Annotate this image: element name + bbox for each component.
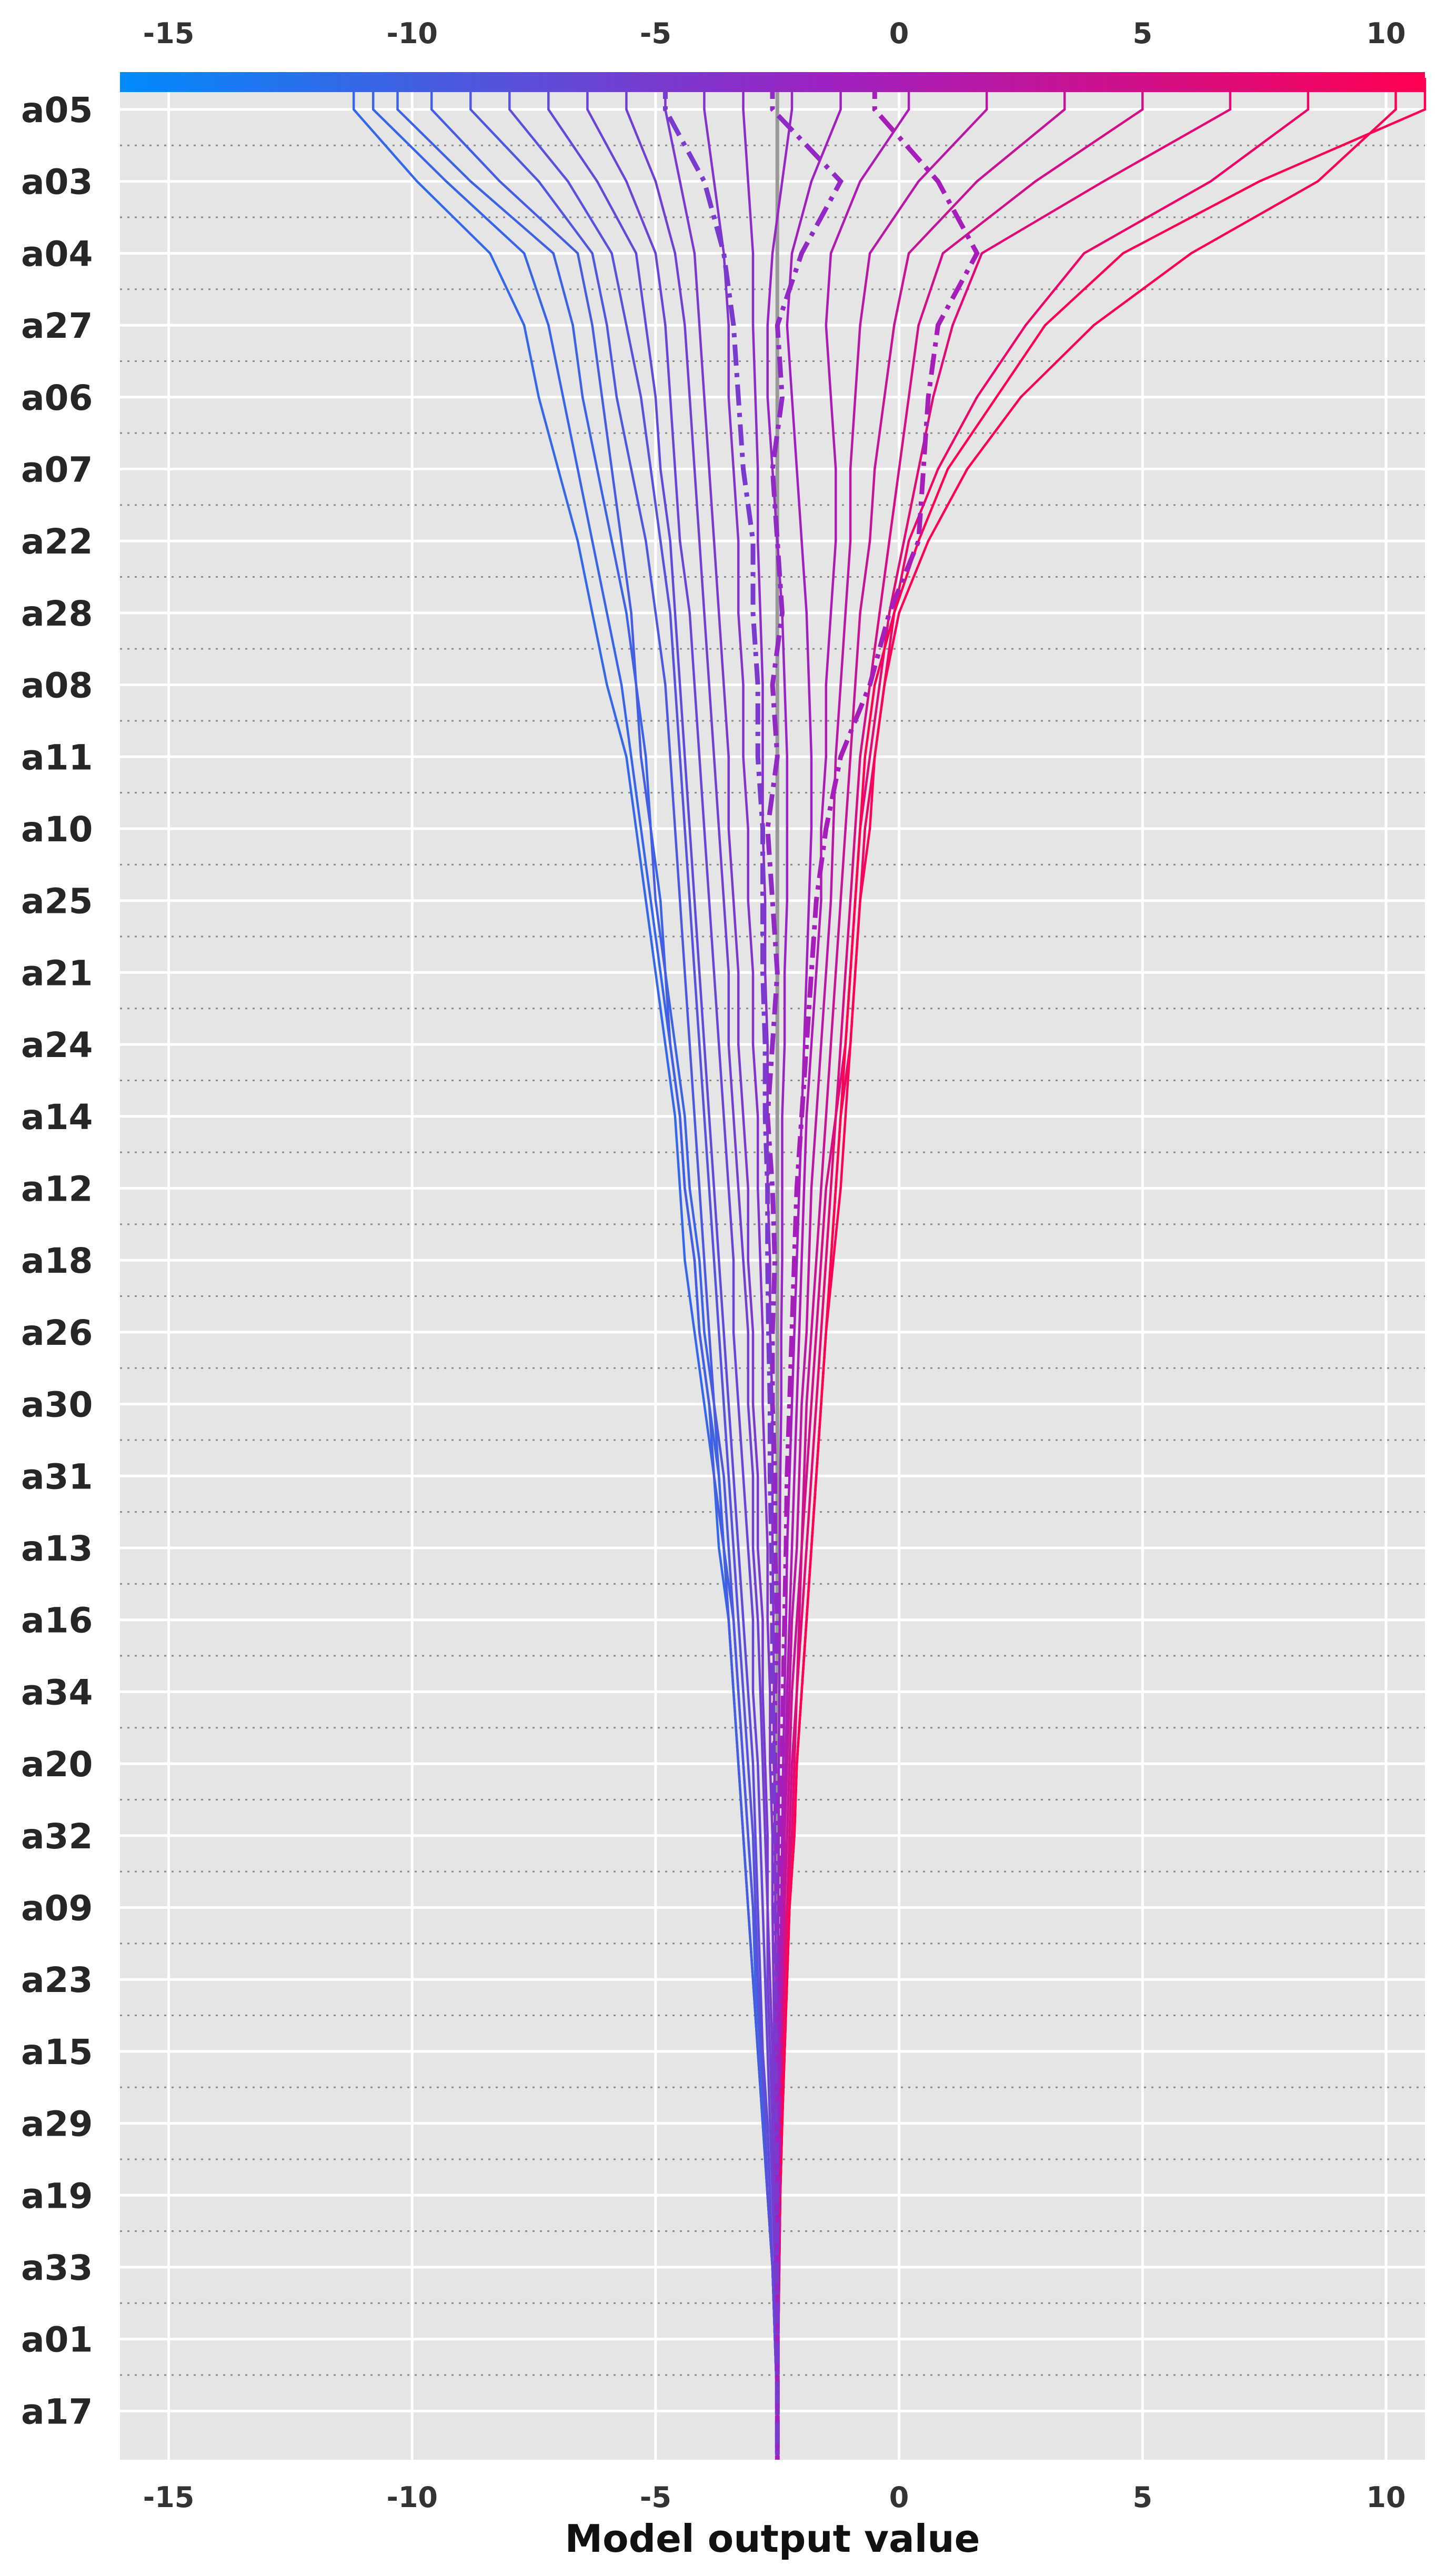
top-tick-label: 0 xyxy=(889,17,909,50)
feature-label: a32 xyxy=(21,1816,93,1857)
bottom-tick-labels: -15 -10 -5 0 5 10 xyxy=(143,2481,1406,2514)
feature-label: a05 xyxy=(21,90,93,130)
top-tick-labels: -15 -10 -5 0 5 10 xyxy=(143,17,1406,50)
bottom-tick-label: -15 xyxy=(143,2481,195,2514)
feature-label: a01 xyxy=(21,2320,93,2360)
feature-label: a30 xyxy=(21,1385,93,1425)
series-line xyxy=(430,78,779,2460)
feature-label: a07 xyxy=(21,450,93,490)
bottom-tick-label: -5 xyxy=(640,2481,671,2514)
feature-label: a27 xyxy=(21,306,93,346)
top-tick-label: -10 xyxy=(386,17,438,50)
feature-label: a10 xyxy=(21,809,93,850)
bottom-tick-label: -10 xyxy=(386,2481,438,2514)
feature-label: a29 xyxy=(21,2104,93,2145)
feature-label: a16 xyxy=(21,1601,93,1641)
series-line xyxy=(469,78,779,2460)
top-tick-label: 5 xyxy=(1132,17,1152,50)
feature-label: a04 xyxy=(21,234,93,274)
grid xyxy=(120,76,1425,2460)
feature-label: a21 xyxy=(21,953,93,993)
colorbar xyxy=(120,72,1425,92)
feature-label: a08 xyxy=(21,666,93,706)
top-tick-label: 10 xyxy=(1366,17,1405,50)
feature-label: a33 xyxy=(21,2248,93,2288)
feature-label: a11 xyxy=(21,737,93,778)
bottom-tick-label: 10 xyxy=(1366,2481,1405,2514)
feature-label: a14 xyxy=(21,1097,93,1138)
feature-label: a22 xyxy=(21,521,93,562)
top-tick-label: -5 xyxy=(640,17,671,50)
series-line xyxy=(547,78,779,2460)
feature-label: a20 xyxy=(21,1744,93,1785)
series-line xyxy=(625,78,779,2460)
series-line xyxy=(776,78,1427,2460)
top-tick-label: -15 xyxy=(143,17,195,50)
feature-label: a24 xyxy=(21,1025,93,1065)
feature-label: a26 xyxy=(21,1313,93,1353)
series-line xyxy=(664,78,779,2460)
feature-labels: a05 a03 a04 a27 a06 a07 a22 a28 a08 a11 a10 a25 a21 a… xyxy=(21,90,93,2432)
feature-label: a09 xyxy=(21,1888,93,1929)
feature-label: a19 xyxy=(21,2176,93,2216)
feature-label: a23 xyxy=(21,1960,93,2000)
feature-label: a25 xyxy=(21,881,93,922)
bottom-tick-label: 5 xyxy=(1132,2481,1152,2514)
feature-label: a15 xyxy=(21,2032,93,2072)
feature-label: a12 xyxy=(21,1169,93,1210)
series-line xyxy=(586,78,779,2460)
feature-label: a18 xyxy=(21,1241,93,1281)
feature-label: a03 xyxy=(21,162,93,203)
feature-label: a13 xyxy=(21,1528,93,1569)
feature-label: a17 xyxy=(21,2391,93,2432)
feature-label: a28 xyxy=(21,593,93,634)
feature-label: a34 xyxy=(21,1672,93,1713)
highlighted-series-line xyxy=(662,78,780,2460)
feature-label: a31 xyxy=(21,1456,93,1497)
bottom-tick-label: 0 xyxy=(889,2481,909,2514)
x-axis-title: Model output value xyxy=(565,2517,980,2561)
feature-label: a06 xyxy=(21,378,93,418)
series-lines xyxy=(352,78,1427,2460)
